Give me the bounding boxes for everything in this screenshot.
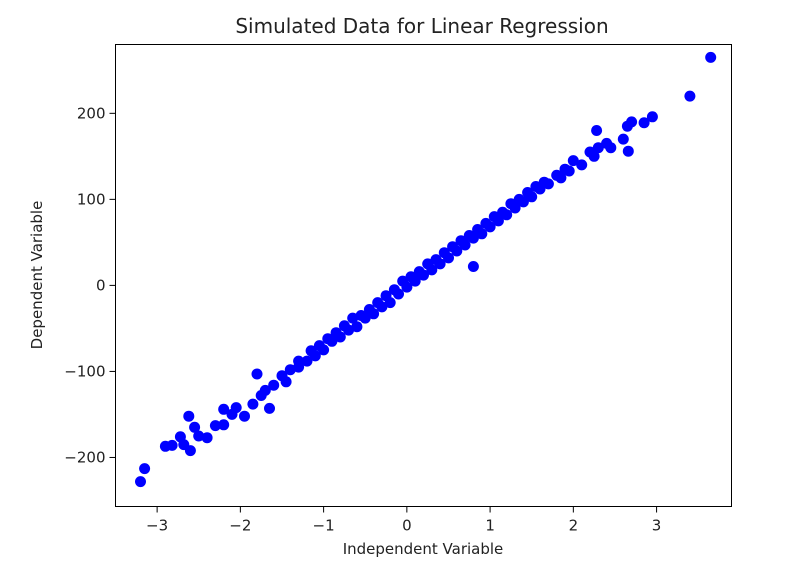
data-point [384, 297, 396, 309]
data-point [517, 196, 529, 208]
data-point [467, 261, 479, 272]
data-point [588, 150, 600, 162]
data-point [183, 410, 195, 422]
data-points [135, 51, 717, 488]
y-tick-label: 100 [77, 190, 106, 208]
data-point [334, 331, 346, 343]
data-point [501, 209, 513, 221]
data-point [684, 90, 696, 102]
data-point [268, 379, 280, 391]
data-point [343, 324, 355, 336]
x-tick-label: 3 [652, 517, 662, 535]
data-point [492, 215, 504, 227]
chart-title: Simulated Data for Linear Regression [235, 14, 608, 38]
data-point [563, 165, 575, 177]
data-point [592, 142, 604, 154]
data-point [264, 402, 275, 414]
data-point [368, 308, 380, 320]
data-point [247, 398, 259, 410]
data-point [426, 264, 438, 276]
y-axis-ticks: −200 −100 0 100 200 [64, 104, 116, 466]
data-point [251, 368, 263, 380]
data-point [434, 258, 446, 270]
data-point [193, 430, 205, 442]
data-point [259, 384, 271, 396]
data-point [617, 133, 629, 145]
data-point [567, 155, 579, 167]
x-tick-label: −3 [146, 517, 168, 535]
data-point [376, 301, 388, 313]
data-point [347, 312, 359, 324]
data-point [318, 344, 330, 356]
y-tick-label: −200 [64, 448, 105, 466]
x-tick-label: 1 [485, 517, 495, 535]
data-point [451, 245, 463, 257]
data-point [622, 145, 634, 157]
data-point [184, 445, 196, 457]
data-point [418, 269, 429, 281]
data-point [139, 463, 151, 475]
data-point [484, 221, 496, 233]
data-point [209, 420, 221, 432]
data-point [401, 281, 413, 293]
data-point [638, 117, 650, 129]
data-point [443, 252, 454, 264]
y-tick-label: 200 [77, 104, 106, 122]
data-point [280, 376, 292, 388]
data-point [605, 142, 617, 154]
y-axis-label: Dependent Variable [28, 201, 46, 350]
data-point [326, 335, 338, 347]
plot-frame [115, 44, 732, 507]
y-tick-label: −100 [64, 362, 105, 380]
data-point [218, 419, 230, 431]
data-point [705, 51, 717, 63]
data-point [542, 178, 554, 190]
data-point [409, 275, 421, 287]
data-point [467, 232, 479, 244]
x-tick-label: 0 [402, 517, 412, 535]
data-point [309, 350, 321, 362]
data-point [591, 125, 603, 136]
data-point [359, 312, 371, 324]
data-point [189, 421, 201, 433]
data-point [230, 402, 242, 414]
data-point [351, 321, 363, 333]
data-point [555, 172, 567, 184]
data-point [459, 239, 471, 251]
data-point [576, 159, 588, 171]
data-point [293, 355, 305, 367]
data-point [166, 439, 178, 451]
data-point [509, 202, 521, 214]
data-point [476, 228, 488, 240]
data-point [218, 403, 230, 415]
data-point [239, 410, 250, 422]
data-point [646, 111, 658, 123]
x-tick-label: −1 [313, 517, 335, 535]
data-point [626, 116, 638, 128]
x-tick-label: −2 [229, 517, 251, 535]
data-point [201, 432, 213, 444]
data-point [284, 364, 296, 376]
y-tick-label: 0 [96, 276, 106, 294]
data-point [526, 191, 538, 203]
data-point [135, 476, 146, 488]
x-axis-label: Independent Variable [343, 540, 504, 558]
x-tick-label: 2 [569, 517, 579, 535]
data-point [301, 355, 313, 367]
x-axis-ticks: −3 −2 −1 0 1 2 3 [146, 506, 662, 535]
data-point [393, 288, 404, 300]
